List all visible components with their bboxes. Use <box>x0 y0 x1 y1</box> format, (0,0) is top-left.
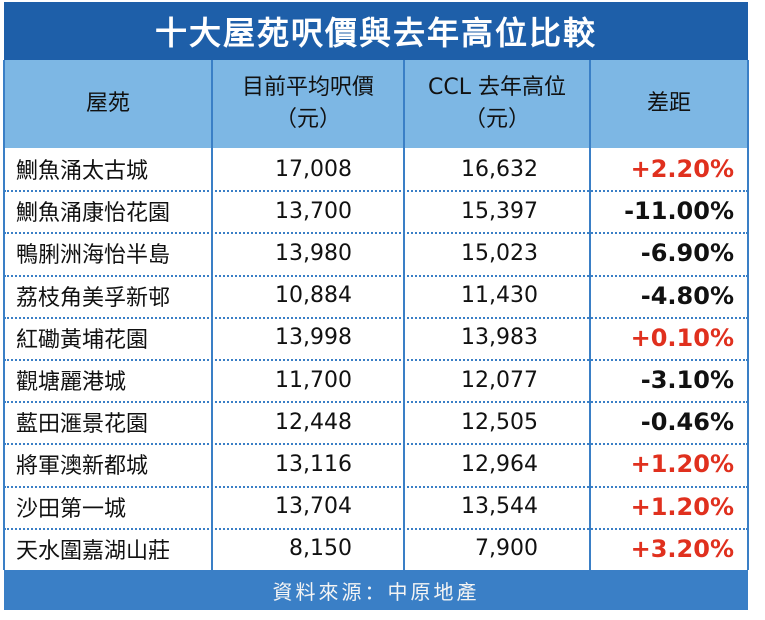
source: 資料來源：中原地產 <box>4 570 748 610</box>
value-cell: 12,505 <box>461 409 538 435</box>
value-cell: 7,900 <box>475 536 538 562</box>
value-cell: 13,983 <box>461 325 538 351</box>
value-cell: +3.20% <box>630 534 734 563</box>
row-separator <box>4 443 748 446</box>
value-cell: -0.46% <box>640 408 734 437</box>
value-cell: -6.90% <box>640 239 734 268</box>
row-separator <box>4 401 748 404</box>
value-cell: +0.10% <box>630 323 734 352</box>
estate-name: 荔枝角美孚新邨 <box>16 285 171 311</box>
value-cell: 8,150 <box>289 536 352 562</box>
value-cell: 13,998 <box>275 325 352 351</box>
estate-name: 鴨脷洲海怡半島 <box>16 243 171 269</box>
value-cell: +1.20% <box>630 492 734 521</box>
value-cell: 17,008 <box>275 156 352 182</box>
value-cell: 15,397 <box>461 198 538 224</box>
row-separator <box>4 359 748 361</box>
value-cell: 13,700 <box>275 198 352 224</box>
row-separator <box>4 274 748 277</box>
estate-name: 沙田第一城 <box>16 496 127 522</box>
column-line <box>589 60 591 570</box>
estate-name: 將軍澳新都城 <box>16 454 149 480</box>
row-separator <box>4 485 748 488</box>
value-cell: -3.10% <box>640 366 734 395</box>
row-separator <box>4 190 748 193</box>
value-cell: 12,077 <box>461 367 538 393</box>
value-cell: +1.20% <box>630 450 734 479</box>
estate-name: 藍田滙景花園 <box>16 412 149 438</box>
title: 十大屋苑呎價與去年高位比較 <box>4 2 748 60</box>
estate-name: 鰂魚涌太古城 <box>16 159 149 185</box>
value-cell: 10,884 <box>275 283 352 309</box>
column-line <box>211 60 213 570</box>
value-cell: 11,700 <box>275 367 352 393</box>
estate-name: 鰂魚涌康怡花園 <box>16 201 171 227</box>
estate-name: 紅磡黃埔花園 <box>16 327 149 353</box>
column-line <box>403 60 405 570</box>
value-cell: -4.80% <box>640 281 734 310</box>
estate-name: 觀塘麗港城 <box>16 370 127 396</box>
value-cell: 13,544 <box>461 494 538 520</box>
header-cell: CCL 去年高位 （元） <box>404 60 590 148</box>
value-cell: 11,430 <box>461 283 538 309</box>
value-cell: 13,980 <box>275 240 352 266</box>
value-cell: 15,023 <box>461 240 538 266</box>
value-cell: 12,964 <box>461 451 538 477</box>
column-line <box>747 60 749 570</box>
value-cell: +2.20% <box>630 155 734 184</box>
value-cell: 12,448 <box>275 409 352 435</box>
value-cell: 13,704 <box>275 494 352 520</box>
row-separator <box>4 527 748 530</box>
value-cell: 16,632 <box>461 156 538 182</box>
header-cell: 目前平均呎價 （元） <box>212 60 404 148</box>
estate-name: 天水圍嘉湖山莊 <box>16 538 171 564</box>
value-cell: 13,116 <box>275 451 352 477</box>
value-cell: -11.00% <box>624 197 734 226</box>
header-cell: 屋苑 <box>4 60 212 148</box>
column-line <box>3 60 5 570</box>
header-cell: 差距 <box>590 60 748 148</box>
row-separator <box>4 316 748 319</box>
row-separator <box>4 232 748 235</box>
